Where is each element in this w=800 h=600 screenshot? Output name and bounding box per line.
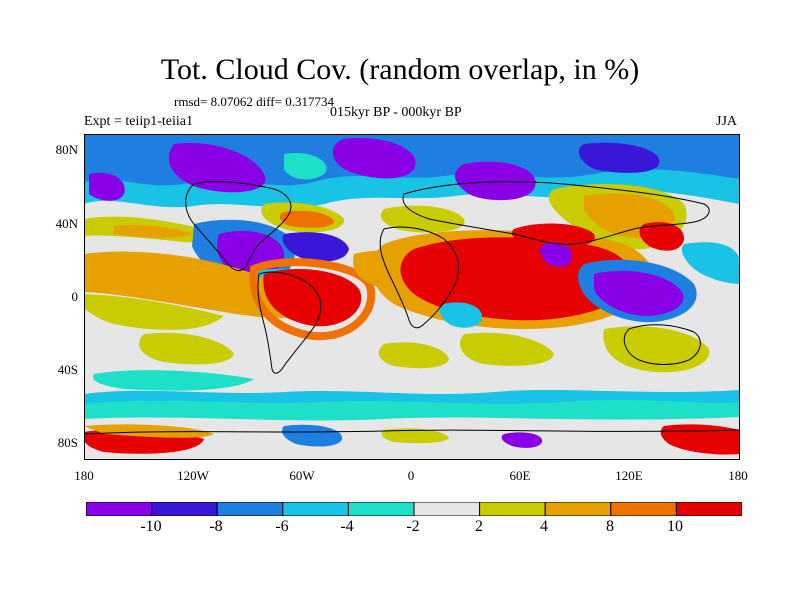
antarctic-purple-1 xyxy=(501,432,543,448)
x-tick-label: 180 xyxy=(728,468,748,483)
japan-red xyxy=(639,222,684,251)
colorbar-segment xyxy=(86,502,153,516)
s-pacific-cyan xyxy=(93,370,255,391)
africa-red xyxy=(400,237,631,321)
india-blue xyxy=(540,242,573,267)
colorbar-label: -10 xyxy=(140,518,162,535)
colorbar-segment xyxy=(347,502,415,516)
y-tick-label: 40S xyxy=(57,362,78,377)
australia-yellow xyxy=(603,326,710,373)
npac-orange xyxy=(114,224,194,238)
europe-yellow xyxy=(380,205,465,233)
trop-pacific-yellow xyxy=(84,294,224,330)
colorbar-segment xyxy=(610,502,677,516)
colorbar-label: 4 xyxy=(540,518,548,535)
atlantic-trop-purple xyxy=(282,232,349,262)
samerica-red xyxy=(263,269,362,327)
colorbar-segment xyxy=(282,502,349,516)
arctic-purple-4 xyxy=(578,142,660,173)
arctic-teal-1 xyxy=(284,153,327,180)
s-atlantic-yellow xyxy=(378,342,449,369)
period-label: 015kyr BP - 000kyr BP xyxy=(330,105,462,120)
x-tick-label: 0 xyxy=(407,468,415,483)
samerica-orange-rim xyxy=(249,258,376,341)
x-tick-label: 60W xyxy=(289,468,315,483)
arctic-purple-1 xyxy=(168,143,266,193)
mcontinent-purple xyxy=(594,270,684,316)
antarctic-red-e xyxy=(660,424,740,455)
coastlines xyxy=(84,181,740,435)
colorbar-label: 8 xyxy=(606,518,614,535)
colorbar xyxy=(86,502,742,516)
arctic-purple-2 xyxy=(332,138,416,179)
colorbar-label: -2 xyxy=(406,518,420,535)
arctic-purple-3 xyxy=(454,161,536,201)
experiment-label: Expt = teiip1-teiia1 xyxy=(84,114,193,129)
s-pacific-yellow xyxy=(139,332,234,365)
antarctic-orange-w xyxy=(84,424,214,438)
colorbar-label: -8 xyxy=(209,518,223,535)
map-frame xyxy=(84,134,740,460)
colorbar-segment xyxy=(544,502,612,516)
y-tick-label: 80N xyxy=(55,142,78,157)
y-tick-label: 40N xyxy=(55,216,78,231)
east-pacific-cyan xyxy=(681,242,740,284)
y-tick-label: 0 xyxy=(71,289,79,304)
colorbar-segment xyxy=(216,502,284,516)
season-label: JJA xyxy=(716,114,738,129)
colorbar-label: 10 xyxy=(667,518,683,535)
colorbar-label: 2 xyxy=(475,518,483,535)
atlantic-orange xyxy=(279,210,334,228)
antarctic-blue-1 xyxy=(282,424,343,447)
x-tick-label: 120W xyxy=(177,468,209,483)
figure-title: Tot. Cloud Cov. (random overlap, in %) xyxy=(160,53,640,86)
colorbar-label: -4 xyxy=(340,518,354,535)
colorbar-segment xyxy=(675,502,742,516)
antarctic-yellow xyxy=(381,428,449,444)
x-tick-label: 180 xyxy=(74,468,94,483)
colorbar-label: -6 xyxy=(275,518,289,535)
x-tick-label: 120E xyxy=(615,468,643,483)
arabia-red xyxy=(511,223,595,247)
colorbar-segment xyxy=(413,502,481,516)
x-tick-label: 60E xyxy=(509,468,531,483)
s-indian-yellow xyxy=(460,332,554,366)
y-tick-label: 80S xyxy=(57,435,78,450)
colorbar-segment xyxy=(479,502,546,516)
africa-cyan xyxy=(439,302,483,328)
arctic-purple-5 xyxy=(89,172,125,201)
stats-text: rmsd= 8.07062 diff= 0.317734 xyxy=(174,94,334,109)
colorbar-segment xyxy=(151,502,218,516)
cloud-cover-map xyxy=(84,134,740,460)
